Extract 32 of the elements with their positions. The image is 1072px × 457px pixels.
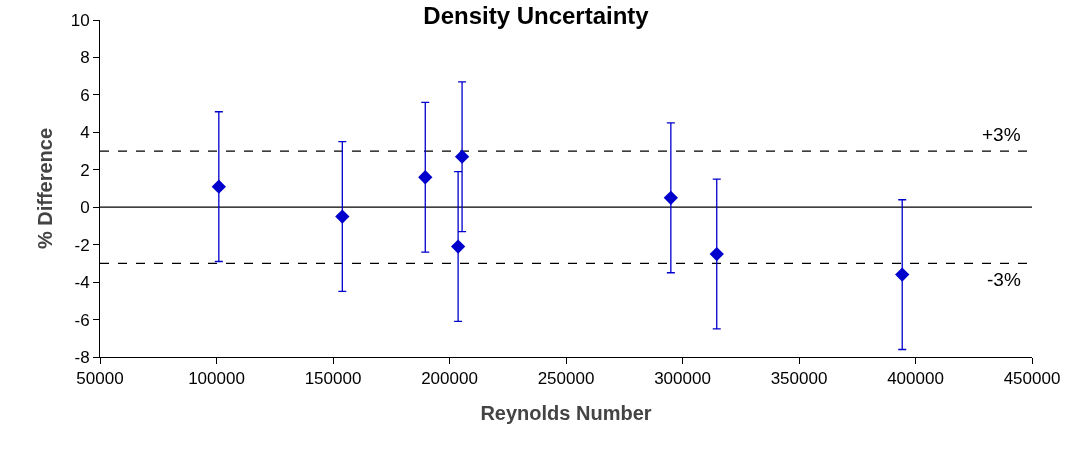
- x-tick-label: 50000: [76, 369, 124, 389]
- x-tick-label: 450000: [1003, 369, 1061, 389]
- x-tick-label: 350000: [770, 369, 828, 389]
- x-tick-label: 300000: [654, 369, 711, 389]
- x-tick-label: 150000: [304, 369, 362, 389]
- point: [663, 190, 678, 206]
- point: [418, 170, 433, 185]
- x-tick-label: 250000: [537, 369, 595, 389]
- y-tick-label: -4: [74, 273, 90, 293]
- ref-line-label: -3%: [987, 269, 1021, 290]
- x-tick-label: 200000: [421, 369, 478, 389]
- point: [895, 267, 910, 282]
- x-tick-label: 100000: [188, 369, 245, 389]
- y-tick-label: 8: [80, 48, 90, 68]
- point: [335, 209, 350, 224]
- point: [450, 239, 466, 254]
- x-tick-label: 400000: [887, 369, 944, 389]
- y-tick-label: 4: [80, 123, 90, 143]
- y-tick-label: 0: [80, 198, 90, 218]
- point: [454, 149, 470, 164]
- y-tick-label: 2: [80, 160, 90, 180]
- x-axis-title: Reynolds Number: [480, 401, 652, 424]
- ref-line-label: +3%: [982, 124, 1021, 145]
- y-tick-label: -8: [74, 347, 90, 367]
- y-axis-title: % Difference: [34, 127, 57, 250]
- point: [709, 246, 724, 262]
- chart-title: Density Uncertainty: [423, 1, 650, 29]
- y-tick-label: -6: [74, 310, 90, 330]
- y-tick-label: 6: [80, 85, 90, 105]
- y-tick-label: -2: [74, 235, 90, 255]
- y-tick-label: 10: [70, 10, 90, 30]
- point: [211, 179, 226, 194]
